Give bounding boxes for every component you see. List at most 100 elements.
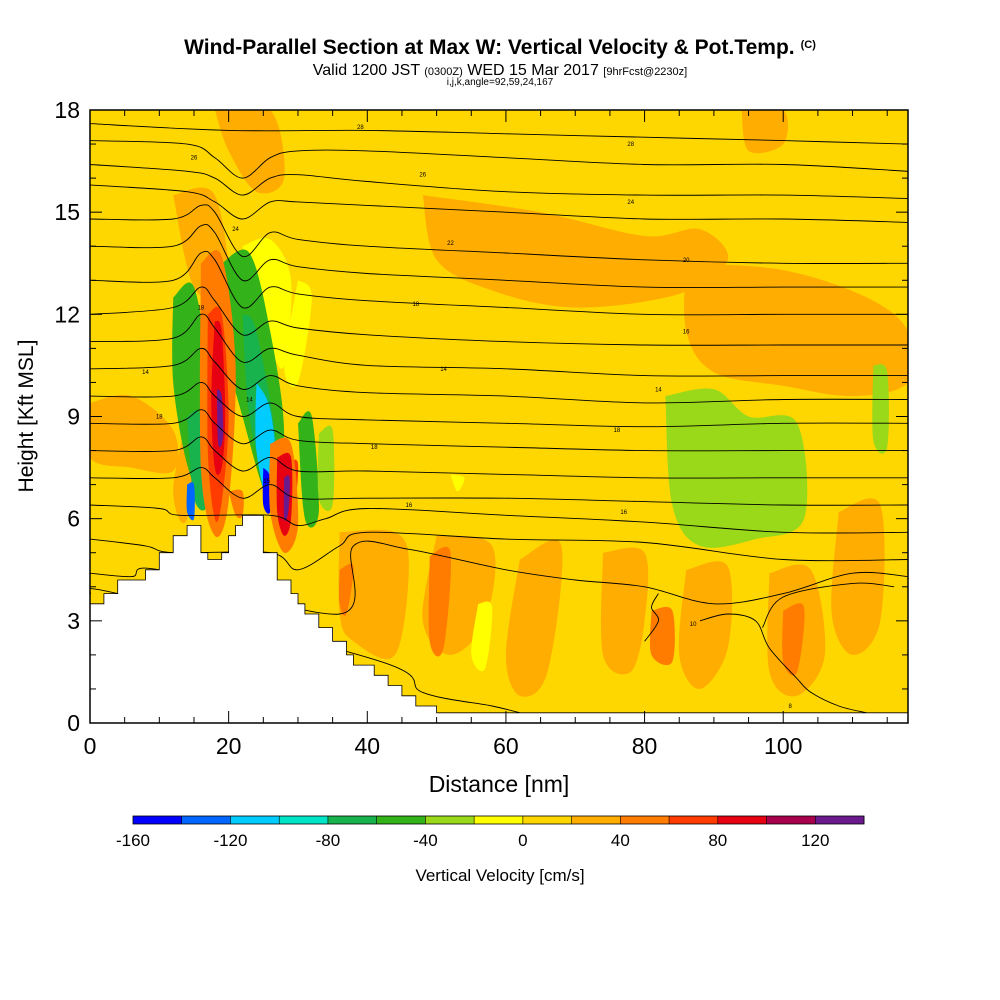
x-tick-label-2: 40 [354,733,380,759]
colorbar-swatch-5 [376,816,426,824]
theta-contour-0 [90,123,908,145]
colorbar-tick-label-2: -80 [316,831,341,850]
velocity-region-16 [339,563,354,617]
chart-subtitle: Valid 1200 JST (0300Z) WED 15 Mar 2017 [… [312,62,688,79]
x-tick-label-1: 20 [216,733,242,759]
theta-contour-14 [90,504,908,534]
velocity-region-38 [216,389,224,448]
theta-contour-17 [90,588,520,714]
x-axis-label: Distance [nm] [429,771,570,797]
y-tick-label-6: 18 [54,97,80,123]
theta-label-4: 24 [627,200,634,206]
velocity-region-31 [262,467,272,514]
theta-contour-2 [90,164,908,199]
colorbar-tick-label-6: 80 [708,831,727,850]
velocity-region-9 [505,539,563,697]
velocity-region-15 [428,546,452,657]
velocity-region-24 [665,388,808,548]
y-tick-label-5: 15 [54,199,80,225]
velocity-region-13 [831,498,885,655]
colorbar-tick-label-4: 0 [518,831,527,850]
velocity-region-14 [90,395,179,474]
colorbar-label: Vertical Velocity [cm/s] [415,866,584,885]
colorbar-swatch-14 [815,816,865,824]
colorbar-swatch-2 [230,816,280,824]
theta-label-18: 15 [263,479,270,485]
x-tick-labels: 0 20 40 60 80 100 [84,733,803,759]
velocity-region-4 [741,110,788,154]
colorbar-swatch-7 [474,816,524,824]
theta-label-14: 18 [156,415,163,421]
y-tick-label-0: 0 [67,710,80,736]
theta-label-6: 22 [447,241,454,247]
colorbar-swatch-3 [279,816,329,824]
colorbar-tick-labels: -160 -120 -80 -40 0 40 80 120 [116,831,829,850]
terrain [90,514,908,723]
velocity-region-18 [782,603,805,676]
velocity-region-41 [283,475,290,521]
theta-label-13: 14 [655,387,662,393]
colorbar-swatch-1 [181,816,231,824]
theta-label-22: 8 [788,704,792,710]
colorbar-tick-label-7: 120 [801,831,829,850]
theta-label-11: 14 [440,367,447,373]
theta-contour-11 [90,409,908,452]
theta-label-21: 10 [690,622,697,628]
x-tick-label-3: 60 [493,733,519,759]
chart-indices: i,j,k,angle=92,59,24,167 [446,77,554,88]
theta-contour-19 [699,613,867,714]
theta-contour-4 [90,204,908,264]
velocity-region-22 [450,474,465,492]
theta-label-1: 28 [627,142,634,148]
theta-label-15: 14 [246,397,253,403]
y-axis-label: Height [Kft MSL] [15,340,38,493]
theta-label-2: 26 [191,156,198,162]
theta-label-12: 14 [142,370,149,376]
colorbar-tick-label-1: -120 [213,831,247,850]
velocity-region-7 [338,529,409,660]
velocity-region-11 [678,561,733,689]
theta-contour-10 [90,381,908,428]
colorbar-swatch-8 [522,816,572,824]
colorbar-swatch-4 [327,816,377,824]
theta-contour-1 [90,140,908,179]
theta-label-19: 16 [406,503,413,509]
theta-contour-12 [90,436,908,479]
theta-label-16: 18 [371,445,378,451]
y-tick-label-3: 9 [67,404,80,430]
velocity-region-23 [471,601,493,672]
velocity-region-34 [317,425,335,512]
theta-label-9: 18 [198,306,205,312]
theta-label-8: 18 [412,302,419,308]
x-tick-label-0: 0 [84,733,97,759]
theta-contour-13 [90,467,908,506]
y-tick-label-2: 6 [67,506,80,532]
colorbar-swatch-11 [669,816,719,824]
theta-contour-20 [762,582,895,628]
theta-contour-5 [90,224,908,289]
velocity-region-2 [422,195,729,308]
title-mark: (C) [800,39,816,51]
colorbar-frame [132,815,865,825]
colorbar-tick-label-5: 40 [611,831,630,850]
theta-contour-18 [644,593,659,642]
colorbar-tick-label-3: -40 [413,831,438,850]
theta-label-20: 16 [620,510,627,516]
theta-label-0: 28 [357,125,364,131]
theta-label-7: 20 [683,258,690,264]
theta-contour-6 [90,250,908,316]
theta-label-10: 16 [683,329,690,335]
colorbar-swatch-0 [133,816,183,824]
velocity-region-42 [228,489,244,519]
y-tick-label-4: 12 [54,301,80,327]
colorbar-swatch-13 [766,816,816,824]
theta-contour-7 [90,286,908,346]
colorbar-swatch-10 [620,816,670,824]
y-tick-label-1: 3 [67,608,80,634]
velocity-region-10 [600,547,649,675]
theta-contour-8 [90,313,908,377]
colorbar-swatch-12 [717,816,767,824]
theta-label-5: 24 [232,227,239,233]
colorbar-swatch-6 [425,816,475,824]
